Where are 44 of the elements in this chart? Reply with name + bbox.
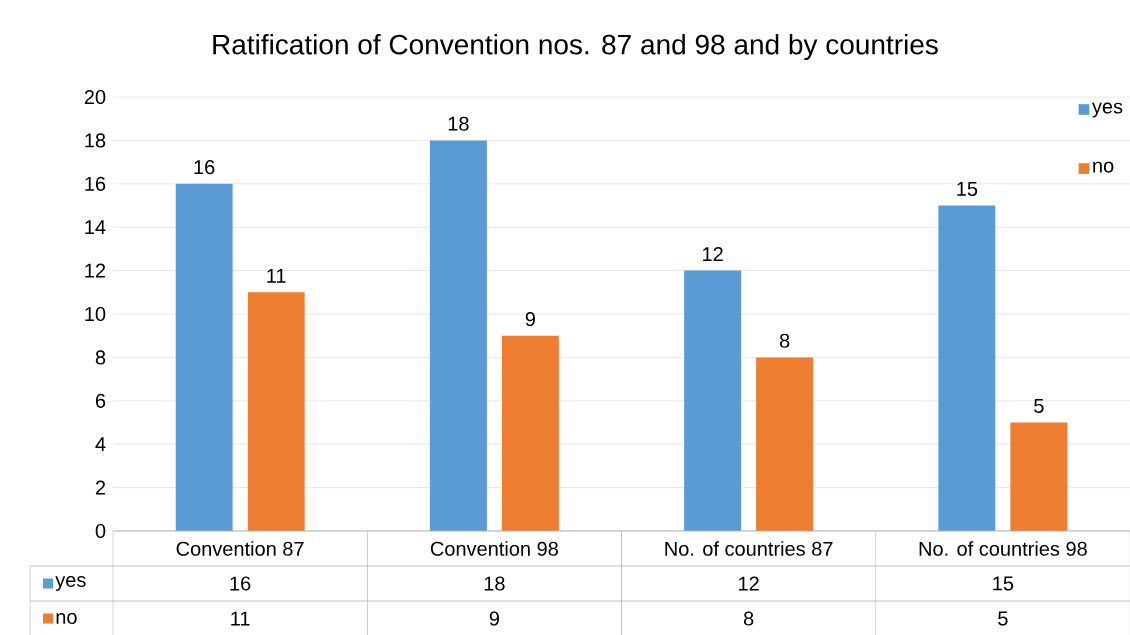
text: 16 — [194, 160, 215, 175]
y-tick-label: 2 — [95, 480, 106, 495]
y-tick-label: 12 — [85, 263, 106, 278]
x-tick-label: Convention 87 — [176, 541, 304, 556]
text: no — [56, 613, 77, 624]
text: 8 — [779, 333, 790, 348]
y-tick-label: 14 — [85, 220, 106, 235]
bar — [938, 205, 996, 532]
bar — [429, 140, 487, 532]
data-label: 12 — [739, 576, 759, 591]
y-tick-label: 20 — [84, 89, 106, 105]
text: 15 — [957, 181, 978, 196]
text: 12 — [703, 247, 723, 261]
bar — [756, 357, 814, 532]
chart-title: Ratification of Convention nos. 87 and 98 and by countries — [213, 33, 938, 61]
y-tick-label: 0 — [95, 523, 106, 539]
text: 5 — [1034, 398, 1044, 413]
data-label: 16 — [230, 576, 251, 591]
data-label: 8 — [743, 611, 754, 626]
y-tick-label: 18 — [85, 133, 106, 148]
legend-label: no — [1093, 161, 1114, 173]
data-label: 18 — [484, 576, 505, 591]
data-label: 11 — [231, 611, 250, 626]
text: 11 — [267, 268, 286, 283]
legend-label: yes — [1092, 102, 1123, 118]
x-tick-label: No. of countries 87 — [665, 541, 833, 556]
y-tick-label: 8 — [95, 350, 106, 365]
y-tick-label: 10 — [85, 306, 106, 322]
text: yes — [55, 576, 86, 591]
text: 9 — [525, 311, 535, 327]
bar — [1010, 422, 1068, 532]
data-label: 5 — [998, 611, 1008, 626]
y-tick-label: 6 — [95, 393, 106, 408]
bar — [501, 335, 559, 532]
bar — [684, 270, 742, 532]
bar — [175, 183, 233, 532]
x-tick-label: Convention 98 — [430, 541, 558, 556]
text: 18 — [448, 116, 469, 131]
y-tick-label: 4 — [95, 437, 106, 452]
data-label: 9 — [489, 611, 499, 626]
y-tick-label: 16 — [85, 176, 106, 191]
data-label: 15 — [993, 576, 1014, 591]
bar — [247, 292, 305, 532]
x-tick-label: No. of countries 98 — [919, 541, 1087, 556]
